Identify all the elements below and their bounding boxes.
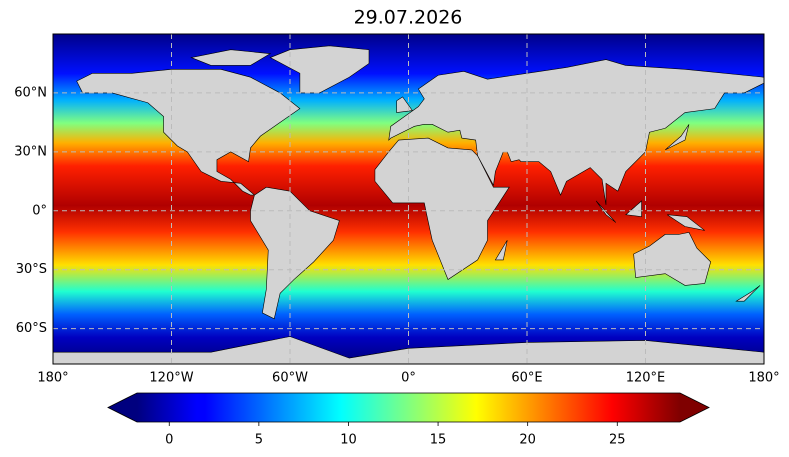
colorbar-tick-label: 15: [430, 433, 447, 448]
land: [76, 69, 301, 196]
colorbar-extend-min: [108, 393, 137, 422]
colorbar-tick-label: 20: [519, 433, 536, 448]
x-tick-label: 180°: [37, 371, 68, 386]
x-tick-label: 60°W: [272, 371, 308, 386]
land: [388, 59, 764, 205]
y-tick-label: 0°: [32, 203, 47, 218]
colorbar-tick-label: 5: [255, 433, 263, 448]
colorbar-body: [137, 393, 680, 422]
colorbar-tick-label: 25: [609, 433, 626, 448]
title: 29.07.2026: [354, 7, 463, 29]
land: [595, 200, 617, 223]
y-tick-label: 30°N: [14, 144, 47, 159]
colorbar-outline: [107, 392, 710, 423]
colorbar-tick-label: 10: [340, 433, 357, 448]
land: [735, 285, 761, 302]
land: [625, 200, 642, 218]
land: [269, 45, 370, 94]
land: [633, 232, 712, 286]
x-tick-label: 180°: [748, 371, 779, 386]
land: [190, 49, 272, 66]
map-frame: [52, 33, 765, 365]
x-tick-label: 0°: [401, 371, 416, 386]
y-tick-label: 60°N: [14, 85, 47, 100]
colorbar-extend-max: [680, 393, 709, 422]
colorbar-tick-label: 0: [165, 433, 173, 448]
colorbar: 0 5 10 15 20 25: [107, 392, 710, 448]
y-tick-label: 60°S: [16, 321, 47, 336]
x-tick-label: 60°E: [511, 371, 542, 386]
map: [53, 34, 764, 364]
land: [250, 186, 340, 320]
land: [494, 240, 508, 261]
land: [665, 124, 690, 151]
land: [667, 214, 705, 231]
x-tick-label: 120°W: [149, 371, 193, 386]
x-tick-label: 120°E: [626, 371, 666, 386]
y-tick-label: 30°S: [16, 262, 47, 277]
